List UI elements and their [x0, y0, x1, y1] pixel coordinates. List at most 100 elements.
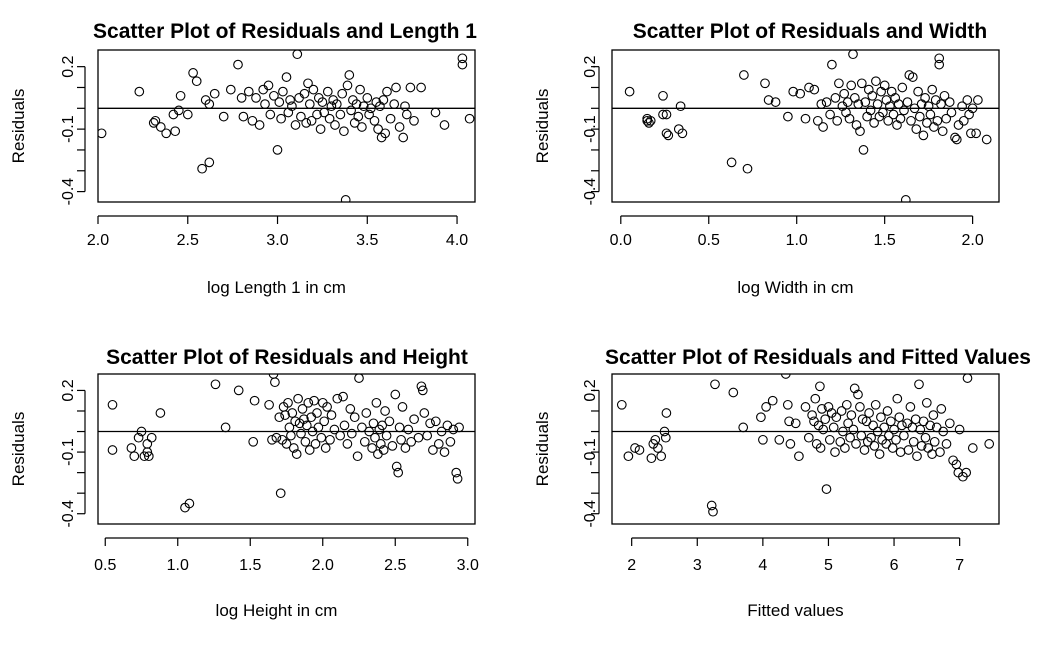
data-point	[708, 506, 718, 517]
plot-frame	[611, 49, 1000, 203]
data-point	[301, 118, 312, 128]
data-point	[780, 374, 791, 379]
data-point	[209, 88, 220, 99]
data-point	[340, 195, 351, 202]
data-point	[624, 86, 635, 97]
data-point	[436, 426, 447, 437]
data-point	[742, 163, 753, 174]
data-point	[439, 447, 450, 457]
data-point	[663, 130, 674, 141]
x-tick-label: 3.5	[356, 232, 378, 249]
data-point	[967, 103, 978, 114]
data-point	[155, 122, 166, 132]
data-point	[897, 82, 908, 93]
data-point	[359, 436, 370, 447]
y-tick-label: -0.4	[582, 178, 599, 206]
data-point	[238, 111, 249, 122]
y-tick-label: -0.1	[60, 115, 77, 143]
data-point	[842, 97, 853, 107]
data-point	[879, 80, 890, 91]
data-point	[832, 115, 843, 126]
data-point	[161, 128, 172, 139]
data-point	[457, 53, 468, 64]
x-tick-label: 4.0	[446, 232, 468, 249]
y-axis-label: Residuals	[9, 412, 28, 487]
data-point	[320, 443, 331, 453]
x-tick-label: 1.5	[239, 557, 261, 574]
data-point	[658, 90, 668, 101]
data-point	[820, 414, 831, 425]
data-point	[357, 122, 367, 132]
data-point	[767, 395, 778, 406]
data-point	[870, 399, 881, 410]
panel-2: Scatter Plot of Residuals and Width 0.0 0.…	[533, 20, 1000, 297]
data-point	[354, 374, 364, 383]
data-point	[329, 424, 340, 435]
data-point	[385, 113, 396, 124]
data-point	[292, 50, 303, 60]
data-point	[871, 76, 881, 87]
data-point	[934, 53, 945, 64]
data-point	[382, 86, 392, 97]
data-point	[928, 410, 939, 420]
data-point	[950, 132, 960, 143]
data-point	[937, 126, 948, 137]
data-point	[326, 101, 337, 112]
data-point	[355, 84, 365, 95]
point-group	[624, 50, 992, 202]
data-point	[846, 80, 857, 91]
data-point	[936, 404, 947, 414]
data-point	[344, 70, 355, 80]
data-point	[866, 432, 876, 443]
data-point	[860, 97, 871, 107]
data-point	[107, 445, 118, 455]
y-tick-label: 0.2	[60, 379, 77, 401]
data-point	[879, 422, 890, 433]
data-point	[339, 126, 349, 137]
data-point	[783, 111, 793, 122]
data-point	[296, 111, 306, 122]
data-point	[908, 436, 919, 447]
data-point	[303, 78, 313, 89]
data-point	[794, 451, 804, 462]
data-point	[872, 99, 883, 109]
data-point	[454, 422, 464, 433]
data-point	[381, 430, 392, 441]
data-point	[405, 82, 416, 93]
data-point	[894, 412, 905, 423]
data-point	[442, 420, 453, 431]
data-point	[373, 449, 383, 459]
data-point	[296, 428, 306, 439]
data-point	[895, 447, 906, 457]
data-point	[288, 443, 299, 453]
data-point	[286, 430, 296, 441]
data-point	[934, 59, 945, 70]
data-point	[335, 430, 346, 441]
data-point	[448, 424, 459, 435]
data-point	[656, 451, 667, 462]
point-group	[616, 374, 995, 517]
data-point	[825, 109, 835, 120]
data-point	[675, 101, 686, 112]
data-point	[834, 78, 844, 89]
data-point	[823, 402, 834, 412]
data-point	[107, 399, 118, 410]
data-point	[297, 404, 308, 414]
data-point	[817, 404, 827, 414]
data-point	[927, 449, 937, 459]
data-point	[218, 111, 229, 122]
data-point	[155, 408, 166, 418]
data-point	[763, 95, 774, 105]
data-point	[445, 436, 456, 447]
chart-title: Scatter Plot of Residuals and Length 1	[93, 20, 477, 43]
data-point	[335, 109, 346, 120]
data-point	[369, 115, 380, 126]
x-axis-label: log Length 1 in cm	[207, 278, 346, 297]
data-point	[371, 397, 382, 408]
data-point	[907, 72, 918, 82]
data-point	[966, 128, 976, 139]
data-point	[888, 109, 899, 120]
data-point	[788, 86, 799, 97]
data-point	[98, 128, 107, 139]
data-point	[319, 416, 330, 427]
